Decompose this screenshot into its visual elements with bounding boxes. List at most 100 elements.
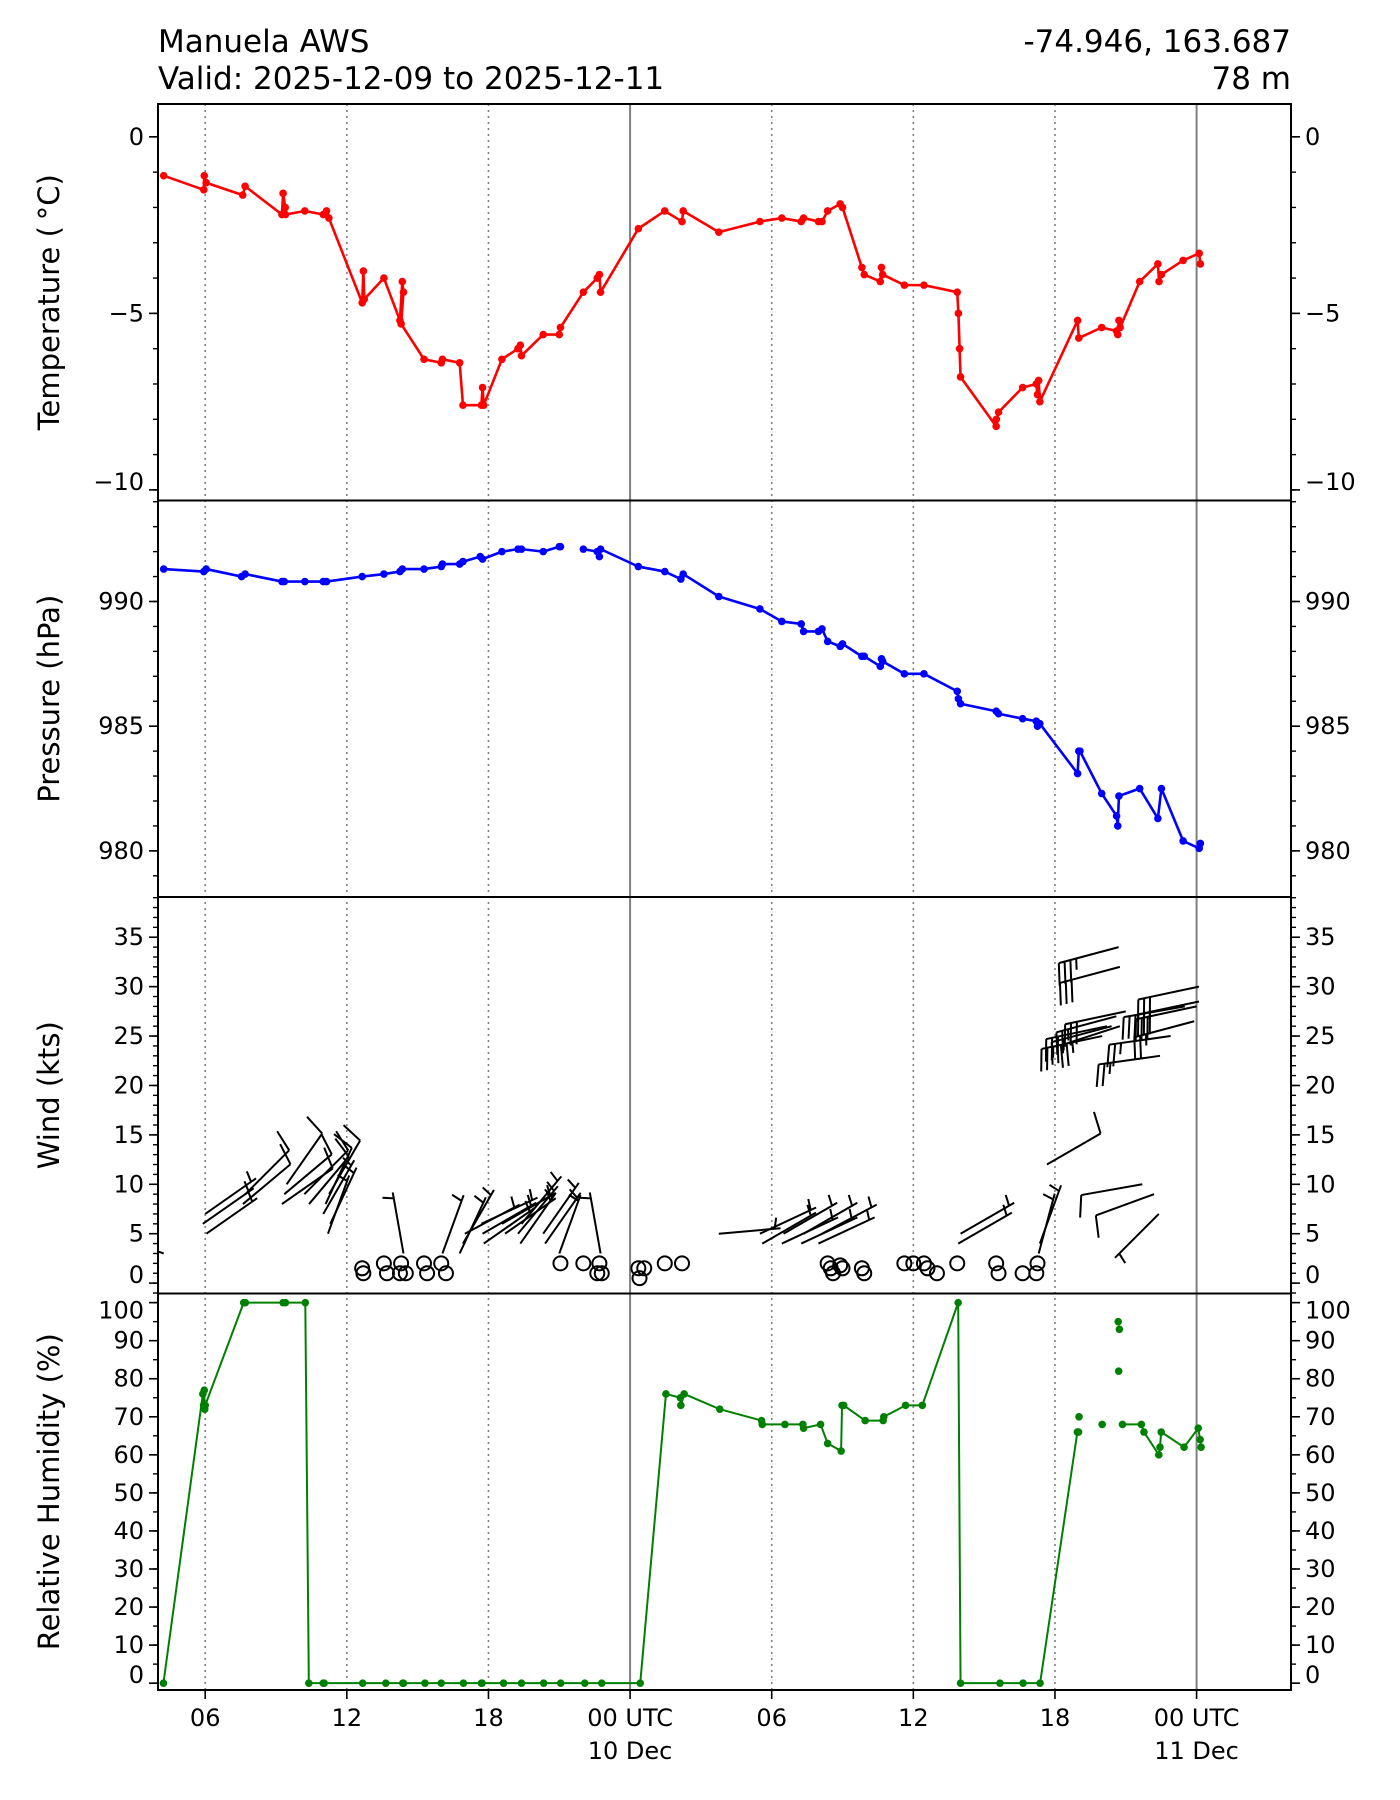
calm-wind-circle (416, 1255, 433, 1272)
pressure-point (900, 670, 909, 678)
pressure-point (1154, 814, 1162, 823)
station-elevation: 78 m (1212, 61, 1292, 97)
y-tick-label: −10 (93, 468, 144, 496)
wind-barb (1114, 1213, 1160, 1264)
pressure-point (1018, 714, 1027, 723)
temperature-point (838, 203, 847, 212)
temperature-point (397, 320, 405, 328)
y-tick-label-right: 985 (1305, 712, 1351, 740)
x-tick-label: 12 (898, 1704, 929, 1732)
temperature-point (322, 207, 331, 215)
y-tick-label: 20 (113, 1593, 144, 1621)
calm-wind-circle (575, 1255, 592, 1272)
pressure-point (953, 687, 962, 696)
y-tick-label-right: 70 (1305, 1403, 1336, 1431)
pressure-point (358, 572, 366, 581)
temperature-point (579, 288, 588, 296)
temperature-point (1018, 383, 1027, 392)
temperature-point (953, 288, 962, 296)
humidity-point (861, 1416, 869, 1425)
wind-barb (1079, 1183, 1143, 1218)
pressure-point (478, 555, 487, 563)
humidity-point (1140, 1428, 1148, 1436)
pressure-point (838, 640, 847, 648)
temperature-point (1195, 249, 1203, 258)
pressure-point (280, 577, 289, 586)
calm-wind-circle (988, 1255, 1005, 1272)
humidity-point (816, 1420, 825, 1429)
humidity-point (478, 1679, 486, 1687)
pressure-point (595, 552, 604, 561)
pressure-point (596, 545, 605, 553)
calm-wind-circle (949, 1255, 966, 1272)
pressure-point (438, 560, 447, 568)
wind-barb (520, 1171, 563, 1225)
y-tick-label: 5 (129, 1220, 144, 1248)
temperature-point (1073, 316, 1082, 325)
humidity-point (320, 1679, 328, 1687)
humidity-point (1115, 1325, 1124, 1334)
temperature-point (1155, 277, 1163, 286)
humidity-point (680, 1390, 688, 1398)
calm-wind-circle (375, 1255, 392, 1272)
calm-wind-circle (928, 1265, 945, 1282)
wind-barb (1058, 965, 1121, 1006)
calm-wind-circle (391, 1265, 408, 1282)
y-tick-label-right: 20 (1305, 1071, 1336, 1099)
y-tick-label-right: 35 (1305, 923, 1336, 951)
temperature-point (1113, 330, 1122, 339)
temperature-point (498, 355, 506, 364)
temperature-point (241, 182, 249, 191)
temperature-point (479, 401, 488, 409)
y-tick-label-right: 0 (1305, 1661, 1320, 1689)
humidity-point (459, 1679, 468, 1687)
temperature-point (595, 270, 604, 279)
station-coordinates: -74.946, 163.687 (1023, 24, 1291, 60)
temperature-point (359, 267, 368, 275)
humidity-point (1180, 1443, 1188, 1452)
temperature-point (799, 214, 808, 222)
humidity-point (1155, 1451, 1163, 1459)
humidity-point (539, 1679, 548, 1687)
temperature-point (420, 355, 428, 364)
humidity-line (1122, 1423, 1203, 1456)
temperature-point (818, 217, 826, 226)
pressure-point (1097, 789, 1106, 798)
x-tick-label: 06 (190, 1704, 221, 1732)
temperature-point (555, 330, 564, 339)
temperature-point (992, 415, 1001, 424)
humidity-point (1114, 1367, 1123, 1375)
wind-barb (1057, 946, 1119, 986)
pressure-point (459, 557, 467, 566)
temperature-point (900, 281, 909, 289)
wind-barb (1094, 1193, 1155, 1238)
pressure-point (202, 565, 210, 573)
y-axis-label-humidity: Relative Humidity (%) (32, 1333, 66, 1650)
temperature-point (858, 263, 866, 272)
pressure-line (583, 547, 1202, 850)
humidity-point (954, 1298, 962, 1307)
temperature-line (163, 174, 1202, 428)
y-tick-label-right: 30 (1305, 973, 1336, 1001)
pressure-point (420, 565, 428, 573)
calm-wind-circle (397, 1265, 414, 1282)
pressure-point (799, 627, 808, 636)
calm-wind-circle (636, 1260, 653, 1277)
humidity-point (880, 1412, 888, 1421)
pressure-point (1157, 784, 1166, 793)
wind-barb (519, 1188, 557, 1245)
humidity-point (241, 1298, 250, 1307)
y-tick-label: 20 (113, 1071, 144, 1099)
calm-wind-circle (589, 1265, 606, 1282)
pressure-point (1115, 792, 1123, 800)
pressure-point (660, 567, 669, 576)
y-tick-label: 100 (98, 1297, 144, 1325)
pressure-point (878, 657, 887, 666)
temperature-point (778, 214, 786, 222)
wind-barb (202, 1180, 255, 1225)
wind-barb (542, 1178, 580, 1235)
y-tick-label-right: 10 (1305, 1170, 1336, 1198)
pressure-point (1135, 784, 1144, 793)
y-tick-label: 90 (113, 1327, 144, 1355)
humidity-point (1019, 1679, 1027, 1687)
